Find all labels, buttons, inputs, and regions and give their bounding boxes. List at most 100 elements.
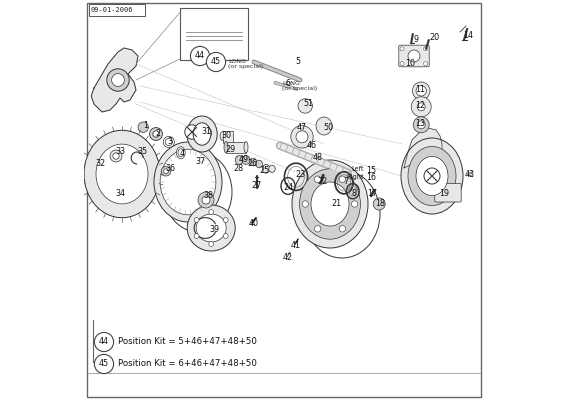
Ellipse shape <box>292 160 368 248</box>
Ellipse shape <box>224 142 228 153</box>
Circle shape <box>94 354 114 374</box>
Ellipse shape <box>154 142 222 222</box>
Circle shape <box>315 226 321 232</box>
Circle shape <box>424 62 428 66</box>
Text: Position Kit = 6+46+47+48+50: Position Kit = 6+46+47+48+50 <box>118 360 257 368</box>
FancyBboxPatch shape <box>435 184 461 202</box>
Circle shape <box>161 166 171 176</box>
Ellipse shape <box>250 158 257 166</box>
Circle shape <box>94 332 114 352</box>
Text: LONG
(or special): LONG (or special) <box>282 81 318 91</box>
Text: 28: 28 <box>233 164 243 172</box>
Text: 42: 42 <box>283 254 293 262</box>
Polygon shape <box>91 48 138 112</box>
Text: 18: 18 <box>375 200 385 208</box>
Text: 14: 14 <box>463 32 473 40</box>
Circle shape <box>223 218 228 222</box>
Text: 36: 36 <box>165 164 175 172</box>
Ellipse shape <box>408 146 456 206</box>
Text: 31: 31 <box>201 128 211 136</box>
Text: 47: 47 <box>297 124 307 132</box>
Ellipse shape <box>178 149 183 157</box>
Text: 37: 37 <box>195 158 205 166</box>
Text: 45: 45 <box>211 58 221 66</box>
Text: 24: 24 <box>283 184 293 192</box>
Circle shape <box>302 201 308 207</box>
Ellipse shape <box>316 117 332 135</box>
Text: 23: 23 <box>295 170 305 178</box>
Text: 38: 38 <box>203 192 213 200</box>
Text: LONG
(or special): LONG (or special) <box>228 59 263 69</box>
Circle shape <box>111 74 124 86</box>
Text: 41: 41 <box>291 242 301 250</box>
Circle shape <box>164 169 168 174</box>
Ellipse shape <box>416 86 427 96</box>
Ellipse shape <box>311 182 349 226</box>
Circle shape <box>424 47 428 51</box>
Text: 17: 17 <box>367 190 377 198</box>
Text: 3: 3 <box>168 138 173 146</box>
Circle shape <box>315 176 321 182</box>
Text: 7: 7 <box>344 178 349 186</box>
Text: 39: 39 <box>209 226 219 234</box>
Ellipse shape <box>413 117 429 133</box>
Text: 11: 11 <box>415 86 425 94</box>
Ellipse shape <box>411 97 431 117</box>
Circle shape <box>408 50 420 62</box>
Circle shape <box>296 131 308 143</box>
Text: 20: 20 <box>429 34 439 42</box>
Text: 22: 22 <box>317 178 327 186</box>
Ellipse shape <box>401 138 463 214</box>
Circle shape <box>373 198 385 210</box>
Circle shape <box>194 234 199 238</box>
Bar <box>180 8 248 60</box>
Circle shape <box>339 176 345 182</box>
Text: 35: 35 <box>137 148 147 156</box>
Text: Right: Right <box>346 174 364 180</box>
Text: 48: 48 <box>313 154 323 162</box>
Circle shape <box>339 226 345 232</box>
Text: 30: 30 <box>221 132 231 140</box>
Circle shape <box>209 242 214 246</box>
Text: 51: 51 <box>303 100 313 108</box>
Circle shape <box>352 201 358 207</box>
Polygon shape <box>404 128 442 168</box>
Circle shape <box>194 218 199 222</box>
Ellipse shape <box>204 128 212 138</box>
Circle shape <box>206 52 225 72</box>
Ellipse shape <box>269 165 275 172</box>
Text: 12: 12 <box>415 102 425 110</box>
Text: 29: 29 <box>225 146 235 154</box>
Text: 43: 43 <box>465 170 475 178</box>
Text: 8: 8 <box>352 190 357 198</box>
Ellipse shape <box>416 156 448 196</box>
Ellipse shape <box>163 136 174 148</box>
Text: 15: 15 <box>366 166 376 174</box>
Circle shape <box>400 47 404 51</box>
Text: 4: 4 <box>179 150 185 158</box>
Text: 13: 13 <box>415 120 425 128</box>
Circle shape <box>400 62 404 66</box>
Ellipse shape <box>262 164 270 173</box>
Ellipse shape <box>417 121 425 129</box>
Bar <box>223 131 233 143</box>
Ellipse shape <box>160 149 216 215</box>
Ellipse shape <box>242 156 250 164</box>
Circle shape <box>223 234 228 238</box>
Circle shape <box>107 69 129 91</box>
Text: 26: 26 <box>247 160 257 168</box>
Text: 19: 19 <box>439 190 449 198</box>
Ellipse shape <box>256 160 262 168</box>
Text: 5: 5 <box>295 58 300 66</box>
Ellipse shape <box>96 144 148 204</box>
Ellipse shape <box>187 205 235 251</box>
Text: 33: 33 <box>115 148 125 156</box>
Text: 09-01-2006: 09-01-2006 <box>90 7 133 13</box>
Ellipse shape <box>220 132 227 140</box>
Text: 32: 32 <box>95 160 105 168</box>
Text: 1: 1 <box>144 122 148 130</box>
Ellipse shape <box>84 130 160 218</box>
Circle shape <box>291 126 313 148</box>
Text: 2: 2 <box>156 130 161 138</box>
Circle shape <box>113 153 119 159</box>
